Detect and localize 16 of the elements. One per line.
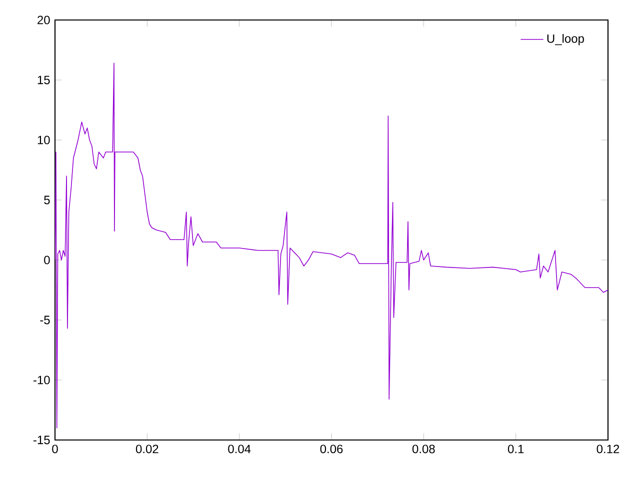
y-tick-label: 20 (38, 16, 50, 24)
x-tick-label: 0.06 (320, 444, 343, 454)
x-tick-label: 0.02 (136, 444, 158, 454)
y-tick-label: 10 (38, 136, 50, 144)
x-tick-label: 0.12 (596, 444, 620, 454)
legend-label: U_loop (547, 34, 584, 46)
y-tick-label: 0 (44, 256, 50, 264)
y-tick-label: -15 (33, 436, 50, 444)
y-tick-label: 5 (44, 196, 50, 204)
y-tick-label: 15 (38, 76, 50, 84)
y-tick-label: -10 (33, 376, 50, 384)
x-tick-label: 0 (52, 444, 58, 454)
x-tick-label: 0.1 (508, 444, 524, 454)
x-tick-label: 0.08 (412, 444, 435, 454)
x-tick-label: 0.04 (228, 444, 251, 454)
y-tick-label: -5 (40, 316, 50, 324)
